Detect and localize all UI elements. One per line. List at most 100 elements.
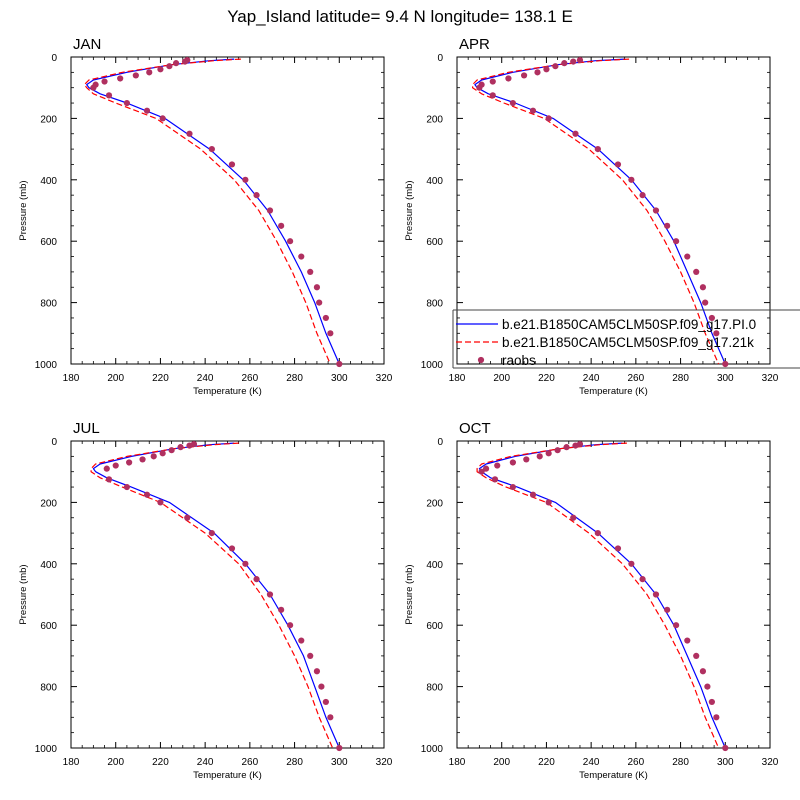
- raobs-point: [570, 514, 577, 521]
- raobs-point: [287, 238, 294, 245]
- raobs-point: [166, 63, 173, 70]
- raobs-point: [552, 63, 559, 70]
- x-axis-label: Temperature (K): [193, 770, 262, 781]
- raobs-point: [673, 622, 680, 629]
- x-tick-label: 220: [538, 373, 555, 384]
- raobs-point: [534, 69, 541, 76]
- y-tick-label: 200: [426, 114, 443, 125]
- x-tick-label: 240: [583, 757, 600, 768]
- raobs-point: [186, 442, 193, 449]
- raobs-point: [228, 545, 236, 552]
- raobs-point: [628, 176, 635, 183]
- raobs-point: [693, 652, 700, 660]
- series-raobs: [478, 440, 729, 752]
- raobs-point: [266, 591, 274, 598]
- y-tick-label: 800: [40, 299, 57, 310]
- x-tick-label: 260: [628, 373, 645, 384]
- raobs-point: [576, 56, 584, 64]
- raobs-point: [318, 683, 325, 690]
- raobs-point: [253, 192, 260, 199]
- raobs-point: [143, 491, 151, 498]
- y-tick-label: 800: [426, 683, 443, 694]
- x-tick-label: 200: [493, 757, 510, 768]
- x-tick-label: 300: [717, 373, 734, 384]
- raobs-point: [478, 468, 485, 475]
- x-tick-label: 280: [286, 757, 303, 768]
- raobs-point: [664, 222, 671, 229]
- plot-frame: [70, 440, 385, 749]
- raobs-point: [146, 69, 153, 76]
- x-tick-label: 300: [331, 757, 348, 768]
- x-tick-label: 220: [152, 757, 169, 768]
- raobs-point: [103, 465, 110, 472]
- panel-title: OCT: [459, 420, 491, 437]
- raobs-point: [168, 447, 175, 454]
- raobs-point: [684, 637, 691, 644]
- x-tick-label: 260: [242, 757, 259, 768]
- raobs-point: [628, 560, 635, 567]
- y-tick-label: 400: [426, 560, 443, 571]
- y-tick-label: 200: [426, 498, 443, 509]
- series-21k-line: [83, 58, 331, 365]
- raobs-point: [639, 576, 646, 583]
- raobs-point: [307, 268, 314, 275]
- raobs-point: [545, 499, 552, 506]
- y-tick-label: 600: [426, 237, 443, 248]
- raobs-point: [652, 591, 660, 598]
- y-tick-label: 600: [40, 237, 57, 248]
- panel-title: JUL: [73, 420, 100, 437]
- raobs-point: [523, 456, 530, 463]
- x-axis-label: Temperature (K): [579, 386, 648, 397]
- raobs-point: [561, 60, 568, 67]
- raobs-point: [722, 744, 729, 752]
- y-tick-label: 600: [40, 621, 57, 632]
- raobs-point: [509, 483, 516, 491]
- y-axis-label: Pressure (mb): [18, 564, 29, 624]
- raobs-point: [563, 444, 570, 451]
- raobs-point: [90, 84, 97, 91]
- x-tick-label: 260: [628, 757, 645, 768]
- raobs-point: [572, 442, 579, 449]
- raobs-point: [126, 459, 133, 466]
- raobs-point: [278, 222, 285, 229]
- plot-frame: [456, 440, 771, 749]
- raobs-point: [322, 314, 329, 322]
- series-pi-line: [92, 442, 340, 749]
- series-21k-line: [476, 442, 720, 749]
- x-tick-label: 220: [538, 757, 555, 768]
- series-raobs: [90, 56, 343, 368]
- y-axis-label: Pressure (mb): [404, 180, 415, 240]
- raobs-point: [313, 668, 321, 675]
- raobs-point: [307, 652, 314, 660]
- raobs-point: [509, 99, 516, 107]
- raobs-point: [132, 72, 139, 79]
- raobs-point: [543, 66, 550, 73]
- raobs-point: [594, 146, 601, 153]
- raobs-point: [708, 314, 715, 322]
- raobs-point: [123, 483, 130, 491]
- raobs-point: [708, 698, 715, 706]
- raobs-point: [699, 284, 707, 291]
- raobs-point: [722, 360, 729, 368]
- raobs-point: [614, 161, 622, 168]
- raobs-point: [614, 545, 622, 552]
- x-tick-label: 320: [376, 757, 393, 768]
- raobs-point: [150, 453, 157, 460]
- raobs-point: [520, 72, 528, 79]
- x-tick-label: 280: [672, 373, 689, 384]
- raobs-point: [143, 107, 151, 114]
- raobs-point: [159, 450, 166, 457]
- x-tick-label: 240: [197, 373, 214, 384]
- panel-apr: 180 200 220 240 260 280 300 320 0 200 400 600 800 100…: [404, 36, 779, 397]
- raobs-point: [704, 683, 711, 690]
- raobs-point: [684, 253, 691, 260]
- raobs-point: [139, 456, 146, 463]
- x-tick-label: 220: [152, 373, 169, 384]
- raobs-point: [157, 66, 164, 73]
- raobs-point: [476, 84, 483, 91]
- x-axis-label: Temperature (K): [193, 386, 262, 397]
- raobs-point: [699, 668, 707, 675]
- y-tick-label: 0: [51, 437, 57, 448]
- raobs-point: [172, 60, 180, 67]
